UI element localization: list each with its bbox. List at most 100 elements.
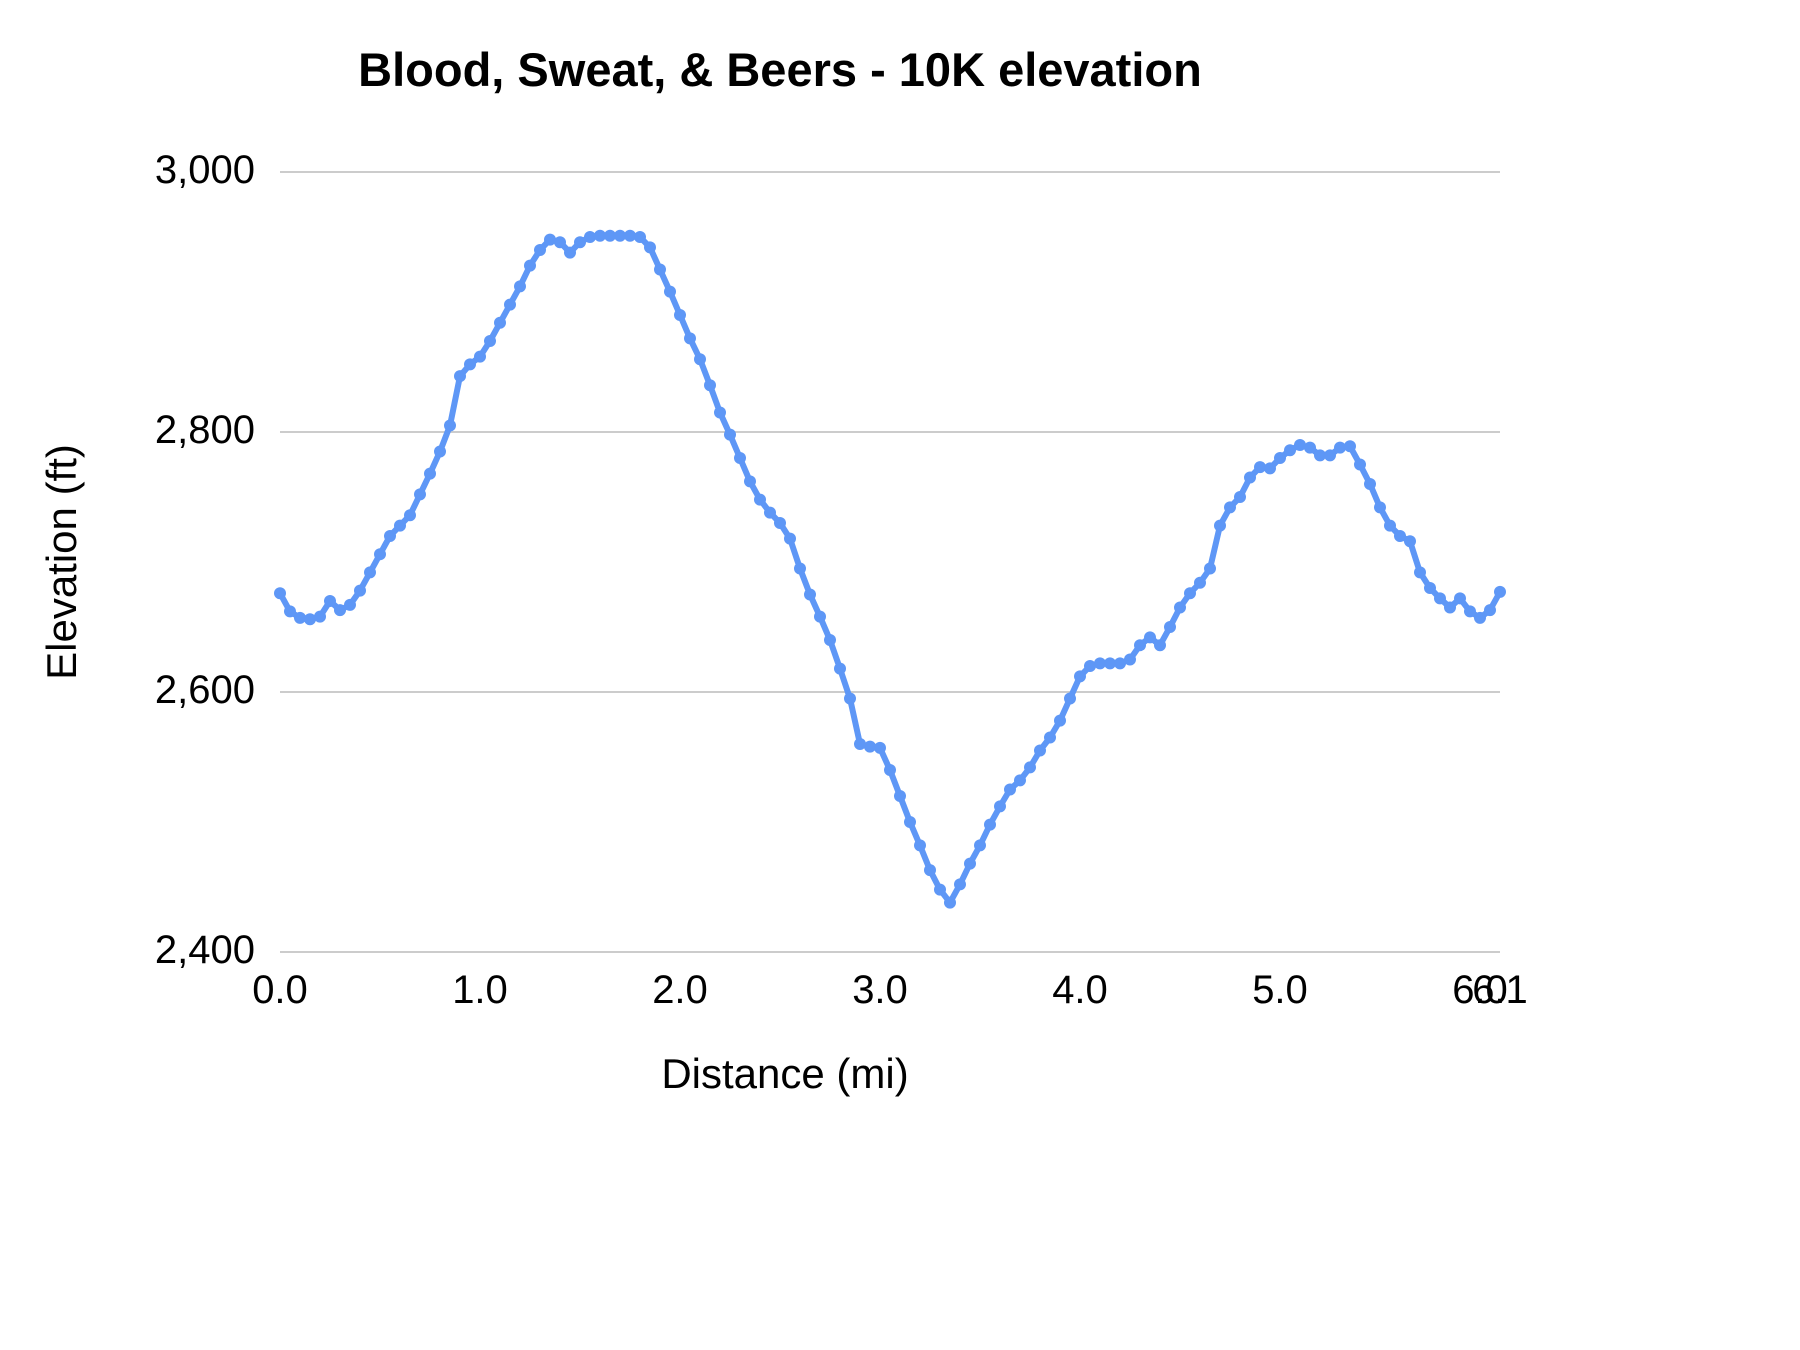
data-point — [914, 839, 926, 852]
data-point — [794, 562, 806, 575]
data-point — [1054, 714, 1066, 727]
data-point — [624, 229, 636, 242]
data-point — [354, 584, 366, 597]
data-point — [1404, 535, 1416, 548]
data-point — [1034, 744, 1046, 757]
data-point — [1064, 692, 1076, 705]
x-axis-title: Distance (mi) — [661, 1050, 909, 1097]
data-point — [1174, 601, 1186, 614]
data-point — [1004, 783, 1016, 796]
data-point — [1194, 576, 1206, 589]
data-point — [1224, 501, 1236, 514]
data-point — [554, 236, 566, 249]
data-point — [1484, 604, 1496, 617]
data-point — [854, 738, 866, 750]
data-point — [404, 509, 416, 522]
data-point — [1274, 452, 1286, 464]
data-point — [374, 548, 386, 561]
data-point — [734, 452, 746, 464]
x-tick-label: 3.0 — [852, 968, 908, 1012]
data-point — [1044, 731, 1056, 744]
data-point — [464, 358, 476, 371]
data-point — [1434, 592, 1446, 605]
data-point — [1494, 585, 1506, 598]
data-point — [1464, 605, 1476, 618]
y-tick-label: 2,800 — [154, 408, 255, 452]
data-point — [1414, 566, 1426, 579]
data-point — [654, 263, 666, 276]
data-point — [1474, 611, 1486, 624]
data-point — [754, 493, 766, 506]
x-tick-label: 6.0 — [1452, 968, 1508, 1012]
data-point — [954, 878, 966, 891]
data-point — [1084, 660, 1096, 672]
data-point — [644, 241, 656, 254]
data-point — [1394, 530, 1406, 542]
data-point — [904, 816, 916, 828]
data-point — [1144, 631, 1156, 644]
data-point — [434, 445, 446, 458]
data-point — [1454, 592, 1466, 605]
data-point — [444, 419, 456, 432]
data-point — [874, 741, 886, 754]
data-point — [1074, 670, 1086, 683]
data-point — [564, 246, 576, 259]
data-point — [1234, 491, 1246, 503]
data-point — [764, 506, 776, 519]
data-point — [744, 475, 756, 488]
data-point — [974, 839, 986, 852]
data-point — [964, 857, 976, 870]
data-point — [1384, 519, 1396, 532]
data-point — [574, 236, 586, 249]
data-point — [1214, 519, 1226, 532]
data-point — [804, 588, 816, 601]
data-point — [684, 332, 696, 345]
x-tick-label: 5.0 — [1252, 968, 1308, 1012]
data-point — [1114, 657, 1126, 670]
data-point — [674, 309, 686, 321]
data-point — [274, 587, 286, 600]
data-point — [1164, 621, 1176, 633]
data-point — [474, 350, 486, 363]
data-point — [1024, 761, 1036, 774]
data-point — [1184, 587, 1196, 600]
chart-title: Blood, Sweat, & Beers - 10K elevation — [358, 43, 1202, 96]
data-point — [1374, 501, 1386, 514]
data-point — [514, 280, 526, 293]
data-point — [454, 370, 466, 383]
data-point — [814, 610, 826, 623]
data-point — [1324, 449, 1336, 462]
data-point — [894, 790, 906, 802]
data-point — [944, 896, 956, 909]
data-point — [664, 285, 676, 298]
data-point — [1134, 639, 1146, 652]
x-tick-label: 1.0 — [452, 968, 508, 1012]
data-point — [384, 530, 396, 542]
data-point — [1154, 639, 1166, 652]
data-point — [594, 229, 606, 242]
data-point — [924, 864, 936, 877]
x-tick-label: 6.1 — [1472, 968, 1528, 1012]
data-point — [1334, 441, 1346, 454]
data-point — [1094, 657, 1106, 670]
data-point — [784, 532, 796, 545]
data-point — [494, 316, 506, 329]
data-point — [1014, 774, 1026, 787]
data-point — [994, 800, 1006, 813]
data-point — [834, 662, 846, 675]
data-point — [334, 604, 346, 617]
data-point — [1444, 601, 1456, 614]
data-point — [364, 566, 376, 579]
x-tick-label: 2.0 — [652, 968, 708, 1012]
data-point — [534, 244, 546, 256]
data-point — [414, 488, 426, 501]
data-point — [394, 519, 406, 532]
data-point — [484, 335, 496, 347]
data-point — [1204, 562, 1216, 575]
data-point — [934, 883, 946, 896]
data-point — [1364, 478, 1376, 490]
x-tick-label: 0.0 — [252, 968, 308, 1012]
data-point — [544, 233, 556, 246]
